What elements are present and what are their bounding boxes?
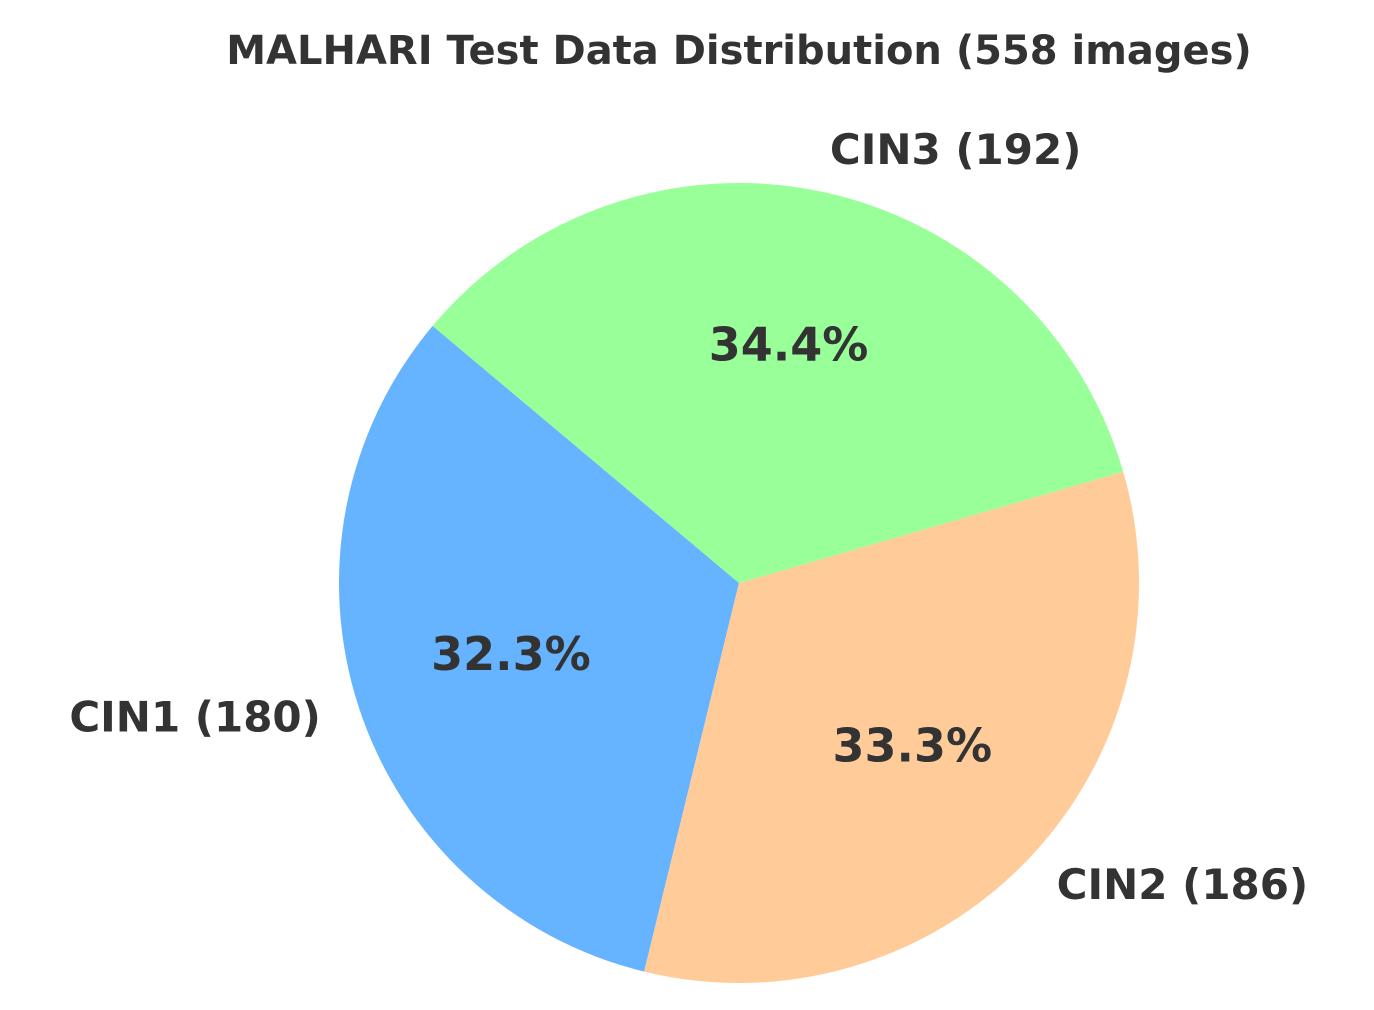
slice-label: CIN2 (186) (1057, 860, 1309, 909)
percent-label: 32.3% (431, 627, 591, 681)
pie-slice (644, 471, 1139, 983)
slice-label: CIN1 (180) (69, 692, 321, 741)
percent-label: 34.4% (709, 318, 869, 372)
slice-label: CIN3 (192) (830, 125, 1082, 174)
pie-slice (432, 183, 1124, 583)
percent-label: 33.3% (832, 719, 992, 773)
pie-slice (339, 325, 739, 972)
chart-title: MALHARI Test Data Distribution (558 imag… (226, 28, 1252, 74)
